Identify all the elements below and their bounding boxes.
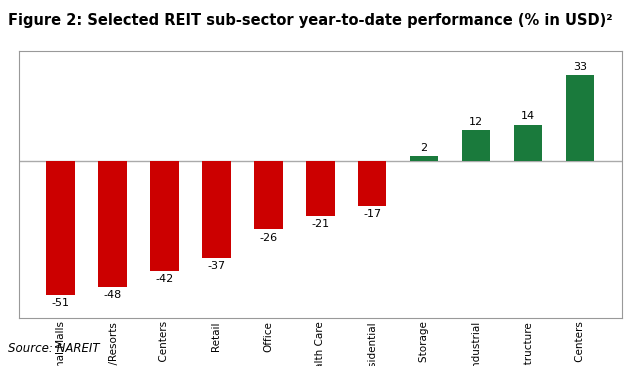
Bar <box>565 75 594 161</box>
Text: 14: 14 <box>521 111 535 122</box>
Bar <box>358 161 386 206</box>
Bar <box>98 161 127 287</box>
Bar <box>46 161 75 295</box>
Text: -48: -48 <box>103 290 122 300</box>
Text: Figure 2: Selected REIT sub-sector year-to-date performance (% in USD)²: Figure 2: Selected REIT sub-sector year-… <box>8 13 613 28</box>
Text: -37: -37 <box>208 261 225 271</box>
Text: -17: -17 <box>363 209 381 219</box>
Text: 33: 33 <box>573 62 587 72</box>
Bar <box>150 161 179 271</box>
Text: -51: -51 <box>52 298 69 308</box>
Bar <box>514 124 542 161</box>
Text: -21: -21 <box>311 219 329 229</box>
Bar <box>254 161 283 229</box>
Bar <box>306 161 334 216</box>
Text: 12: 12 <box>469 117 483 127</box>
Bar <box>410 156 439 161</box>
Text: -42: -42 <box>155 274 174 284</box>
Bar <box>202 161 231 258</box>
Text: Source: NAREIT: Source: NAREIT <box>8 342 100 355</box>
Text: -26: -26 <box>259 232 278 243</box>
Bar <box>462 130 490 161</box>
Text: 2: 2 <box>420 143 428 153</box>
